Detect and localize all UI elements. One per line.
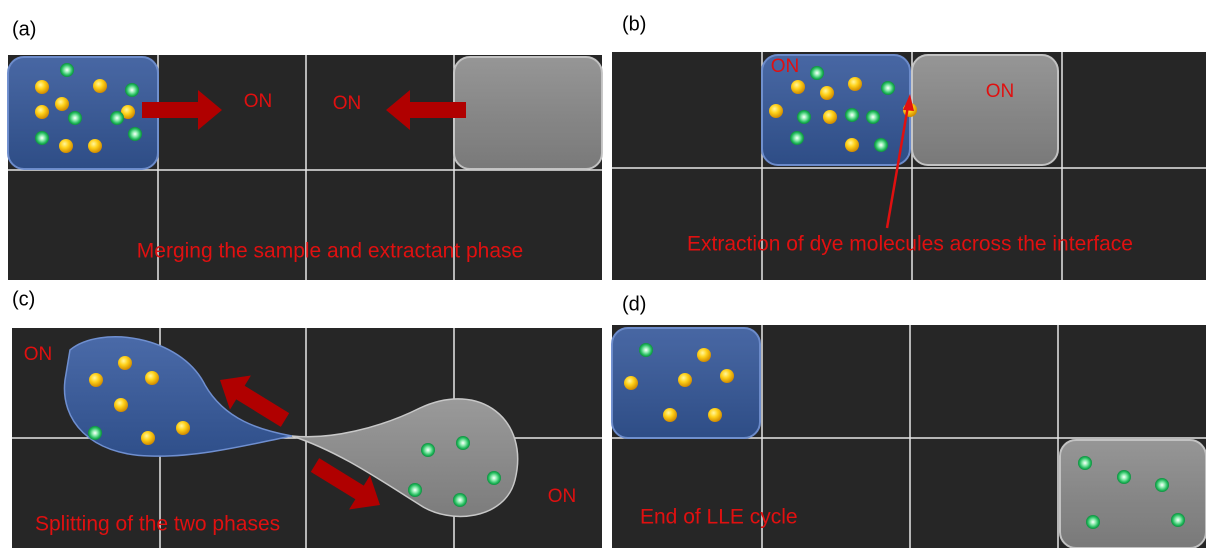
label: (d) [622, 293, 646, 315]
solvent-molecule [421, 443, 435, 457]
dye-molecule [845, 138, 859, 152]
solvent-molecule [881, 81, 895, 95]
solvent-molecule [88, 426, 102, 440]
solvent-molecule [453, 493, 467, 507]
solvent-molecule [68, 111, 82, 125]
label: ON [986, 81, 1015, 102]
solvent-molecule [874, 138, 888, 152]
page: {"panels": [ {"label": "(a)", "on_labels… [0, 0, 1206, 548]
solvent-molecule [125, 83, 139, 97]
dye-molecule [848, 77, 862, 91]
label: (a) [12, 18, 36, 40]
dye-molecule [88, 139, 102, 153]
solvent-molecule [790, 131, 804, 145]
dye-molecule [176, 421, 190, 435]
dye-molecule [93, 79, 107, 93]
solvent-molecule [1171, 513, 1185, 527]
label: Extraction of dye molecules across the i… [687, 233, 1133, 256]
label: (c) [12, 288, 35, 310]
label: End of LLE cycle [640, 506, 798, 529]
solvent-molecule [866, 110, 880, 124]
dye-molecule [624, 376, 638, 390]
label: Merging the sample and extractant phase [137, 240, 523, 263]
solvent-molecule [35, 131, 49, 145]
solvent-molecule [60, 63, 74, 77]
dye-molecule [55, 97, 69, 111]
dye-molecule [769, 104, 783, 118]
dye-molecule [145, 371, 159, 385]
solvent-molecule [639, 343, 653, 357]
label: ON [244, 91, 273, 112]
dye-molecule [141, 431, 155, 445]
dye-molecule [59, 139, 73, 153]
solvent-molecule [408, 483, 422, 497]
dye-molecule [820, 86, 834, 100]
dye-molecule [118, 356, 132, 370]
sample-droplet [8, 57, 158, 169]
solvent-molecule [456, 436, 470, 450]
solvent-molecule [110, 111, 124, 125]
solvent-molecule [128, 127, 142, 141]
solvent-molecule [810, 66, 824, 80]
extractant-droplet [454, 57, 602, 169]
figure: (a) ON ON Merging the sample and extractant… [0, 0, 1206, 548]
solvent-molecule [845, 108, 859, 122]
solvent-molecule [1086, 515, 1100, 529]
solvent-molecule [1155, 478, 1169, 492]
dye-molecule [35, 105, 49, 119]
label: ON [24, 344, 53, 365]
dye-molecule [720, 369, 734, 383]
dye-molecule [708, 408, 722, 422]
solvent-molecule [1117, 470, 1131, 484]
extractant-droplet [1060, 440, 1206, 548]
dye-molecule [35, 80, 49, 94]
extractant-droplet [912, 55, 1058, 165]
dye-molecule [89, 373, 103, 387]
solvent-molecule [797, 110, 811, 124]
label: (b) [622, 13, 646, 35]
dye-molecule [114, 398, 128, 412]
dye-molecule [791, 80, 805, 94]
dye-molecule [823, 110, 837, 124]
dye-molecule [678, 373, 692, 387]
solvent-molecule [487, 471, 501, 485]
dye-molecule [663, 408, 677, 422]
dye-molecule [697, 348, 711, 362]
solvent-molecule [1078, 456, 1092, 470]
label: ON [333, 93, 362, 114]
label: ON [771, 56, 800, 77]
label: ON [548, 486, 577, 507]
label: Splitting of the two phases [35, 513, 280, 536]
